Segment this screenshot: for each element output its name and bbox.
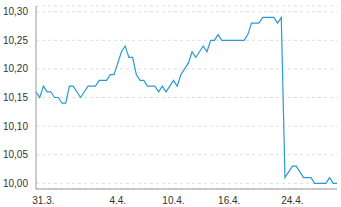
svg-text:10,20: 10,20 — [8, 63, 28, 74]
svg-text:10,00: 10,00 — [8, 178, 28, 189]
svg-text:16.4.: 16.4. — [218, 195, 240, 206]
svg-text:10,15: 10,15 — [8, 92, 28, 103]
svg-text:10,05: 10,05 — [8, 149, 28, 160]
svg-text:10,30: 10,30 — [8, 6, 28, 17]
svg-text:10,10: 10,10 — [8, 121, 28, 132]
svg-text:10,25: 10,25 — [8, 35, 28, 46]
svg-text:24.4.: 24.4. — [281, 195, 303, 206]
svg-text:31.3.: 31.3. — [32, 195, 54, 206]
svg-text:4.4.: 4.4. — [109, 195, 126, 206]
svg-text:10.4.: 10.4. — [162, 195, 184, 206]
